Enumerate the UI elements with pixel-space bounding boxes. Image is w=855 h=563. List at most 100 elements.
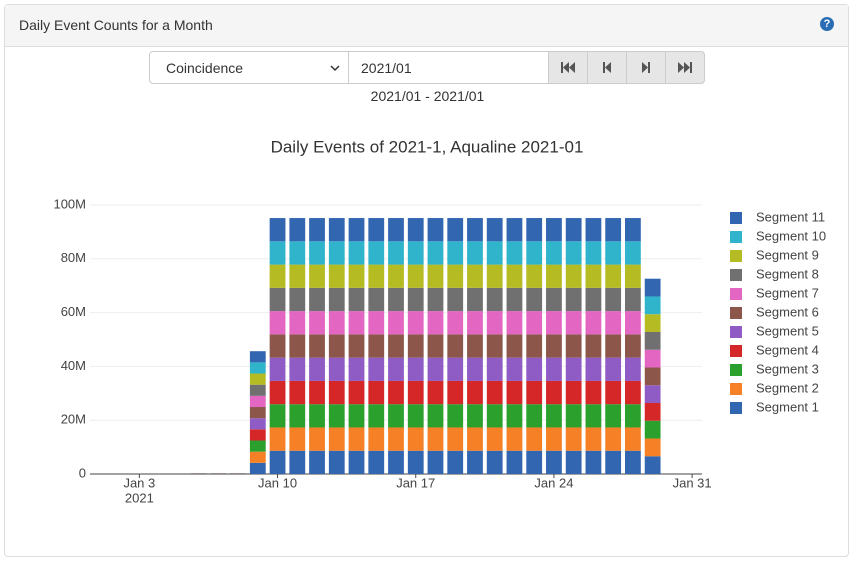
bar-segment (289, 404, 306, 428)
chart-title: Daily Events of 2021-1, Aqualine 2021-01 (271, 137, 584, 156)
bar-segment (289, 218, 306, 242)
bar-segment (368, 334, 385, 358)
bar-segment (328, 218, 345, 242)
bar-segment (644, 456, 661, 474)
bar-segment (388, 334, 404, 358)
bar-segment (368, 404, 385, 428)
bar-segment (427, 404, 444, 428)
bar-segment (328, 287, 345, 312)
bar-segment (625, 241, 641, 265)
bar-segment (644, 385, 661, 403)
icon (561, 62, 575, 73)
bar-segment (348, 241, 365, 265)
bar-segment (249, 440, 266, 452)
bar-segment (309, 427, 325, 451)
select-caret (330, 65, 340, 72)
bar-segment (348, 427, 365, 451)
bar-segment (427, 311, 444, 335)
bar-segment (368, 287, 385, 312)
bar-segment (269, 404, 286, 428)
bar-segment (467, 218, 483, 242)
bar-segment (368, 427, 385, 451)
bar-segment (526, 450, 543, 474)
bar-segment (565, 218, 582, 242)
bar-segment (348, 287, 365, 312)
bar-segment (546, 287, 562, 312)
prev-button[interactable] (587, 51, 627, 84)
bar-segment (526, 264, 543, 288)
legend-swatch (730, 307, 742, 319)
bar-segment (309, 264, 325, 288)
help-icon[interactable]: ? (820, 17, 834, 31)
bar-segment (644, 438, 661, 457)
bar-segment (447, 287, 464, 312)
bar-segment (585, 380, 602, 405)
bar-segment (644, 296, 661, 315)
last-button[interactable] (665, 51, 705, 84)
bar-segment (625, 334, 641, 358)
bar-segment (447, 241, 464, 265)
bar-segment (467, 404, 483, 428)
next-button[interactable] (626, 51, 666, 84)
bar-segment (328, 427, 345, 451)
bar-segment (269, 334, 286, 358)
bar-segment (309, 357, 325, 381)
bar-segment (625, 427, 641, 451)
bar-segment (605, 287, 622, 312)
bar-segment (526, 357, 543, 381)
legend-label: Segment 9 (756, 247, 819, 262)
bar-segment (585, 450, 602, 474)
bar-segment (289, 450, 306, 474)
bar-segment (407, 287, 424, 312)
bar-segment (328, 311, 345, 335)
bar-segment (506, 427, 523, 451)
panel-header: Daily Event Counts for a Month ? (5, 5, 848, 47)
bar-segment (348, 264, 365, 288)
panel: Daily Event Counts for a Month ? Coincid… (4, 4, 849, 557)
legend-label: Segment 5 (756, 323, 819, 338)
y-tick-label: 20M (61, 412, 86, 427)
legend-label: Segment 4 (756, 342, 819, 357)
bar-segment (625, 450, 641, 474)
bar-segment (289, 357, 306, 381)
bar-segment (585, 287, 602, 312)
bar-segment (625, 311, 641, 335)
bar-segment (249, 451, 266, 463)
x-tick-label: Jan 24 (534, 475, 573, 490)
bar-segment (565, 311, 582, 335)
bar-segment (348, 334, 365, 358)
bar-segment (565, 357, 582, 381)
bar-segment (467, 450, 483, 474)
bar-segment (625, 404, 641, 428)
bar-segment (328, 241, 345, 265)
bar-segment (447, 404, 464, 428)
bar-segment (585, 427, 602, 451)
bar-segment (467, 241, 483, 265)
bar-segment (467, 427, 483, 451)
bar-segment (407, 427, 424, 451)
bar-segment (585, 311, 602, 335)
legend-swatch (730, 326, 742, 338)
legend-swatch (730, 212, 742, 224)
bar-segment (625, 357, 641, 381)
bar-segment (605, 241, 622, 265)
bar-segment (565, 380, 582, 405)
legend-swatch (730, 288, 742, 300)
bar-segment (625, 287, 641, 312)
bar-segment (249, 418, 266, 430)
bar-segment (486, 450, 503, 474)
bar-segment (388, 427, 404, 451)
x-year-label: 2021 (125, 490, 154, 505)
first-button[interactable] (548, 51, 588, 84)
y-tick-label: 60M (61, 304, 86, 319)
bar-segment (644, 349, 661, 368)
legend-label: Segment 6 (756, 304, 819, 319)
bar-segment (486, 287, 503, 312)
bar-segment (249, 373, 266, 385)
bar-segment (407, 264, 424, 288)
legend-swatch (730, 364, 742, 376)
panel-title: Daily Event Counts for a Month (19, 17, 213, 33)
bar-segment (506, 218, 523, 242)
bar-segment (467, 334, 483, 358)
